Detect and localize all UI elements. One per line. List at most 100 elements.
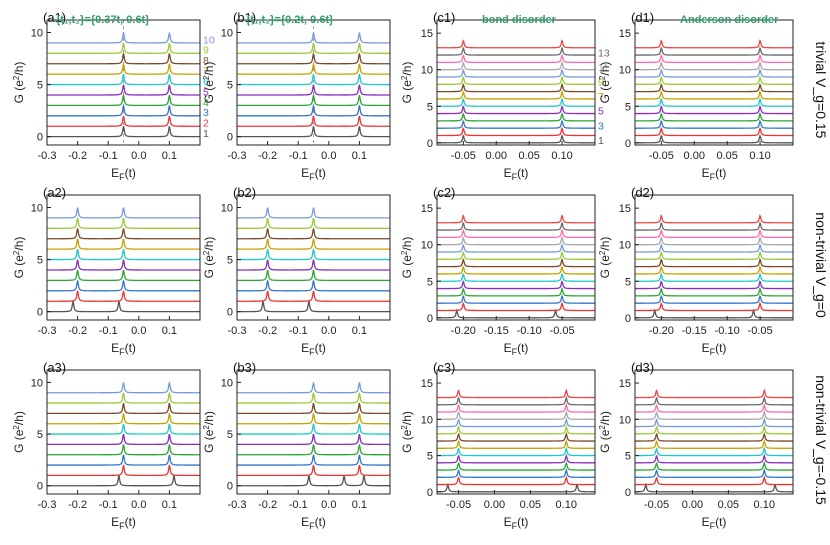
series-a3-6 [47,423,200,435]
xlabel-d2: EF(t) [702,341,727,357]
xtick-label-a3-4: 0.1 [162,499,177,511]
series-d3-5 [635,453,793,464]
xtick-label-c3-3: 0.10 [556,499,577,511]
ylabel-a1: G (e2/h) [12,62,26,104]
series-b2-9 [237,217,390,229]
frame-c3 [436,369,596,495]
curves-d2 [635,214,793,319]
ytick-label-d2-0: 0 [625,313,631,325]
xlabel-a3: EF(t) [111,515,136,531]
series-b3-8 [237,402,390,415]
ytick-label-b1-0: 0 [227,132,233,144]
series-d1-8 [635,83,793,93]
xtick-label-c3-0: -0.05 [446,499,471,511]
panel-b1: -0.3 -0.2 -0.1 0.0 0.1 0 5 10 EF(t) G (e2/h) (b1) [202,10,391,182]
xtick-label-b3-2: -0.1 [289,499,308,511]
series-d2-4 [635,287,793,297]
series-b1-7 [237,63,390,75]
ytick-label-a2-1: 5 [37,255,43,267]
frame-b2 [236,194,391,321]
ytick-label-d3-3: 15 [619,378,631,390]
series-a1-5 [47,84,200,96]
xlabel-b2: EF(t) [301,341,326,357]
series-b1-9 [237,42,390,54]
series-c3-7 [437,439,595,449]
panel-d3: -0.05 0.00 0.05 0.10 0 5 10 15 EF(t) G (e2/h) (d3) [598,360,794,531]
frame-a2 [46,194,201,321]
ytick-label-c1-1: 5 [427,101,433,113]
curve-label-c1-9: 9 [598,77,604,89]
xtick-label-b2-0: -0.3 [228,325,247,337]
series-d2-7 [635,265,793,275]
xlabel-d1: EF(t) [702,166,727,182]
xtick-label-d1-2: 0.05 [716,150,737,162]
ytick-label-c3-2: 10 [421,414,433,426]
xtick-label-d3-2: 0.05 [718,499,739,511]
series-b3-9 [237,392,390,404]
curve-label-a1-5: 5 [203,86,209,98]
panel-label-a2: (a2) [43,185,66,200]
xtick-label-b1-4: 0.1 [352,150,367,162]
series-c1-12 [437,53,595,64]
series-d1-5 [635,105,793,115]
series-b1-5 [237,84,390,96]
series-a2-1 [47,300,200,313]
ytick-label-c2-1: 5 [427,276,433,288]
xtick-label-d3-1: 0.00 [682,499,703,511]
xtick-label-a1-0: -0.3 [38,150,57,162]
panel-label-c3: (c3) [433,360,455,375]
series-a2-9 [47,217,200,229]
series-c1-9 [437,75,595,85]
frame-a1 [46,19,201,146]
series-a2-10 [47,207,200,219]
xtick-label-d3-3: 0.10 [754,499,775,511]
curve-label-c1-7: 7 [598,91,604,103]
ylabel-b1: G (e2/h) [202,62,216,104]
series-d1-4 [635,112,793,122]
series-a3-7 [47,413,200,425]
ytick-label-c2-2: 10 [421,240,433,252]
ytick-label-a1-1: 5 [37,80,43,92]
series-c3-11 [437,410,595,420]
series-d3-11 [635,410,793,420]
xtick-label-b2-4: 0.1 [352,325,367,337]
xtick-label-a2-2: -0.1 [99,325,118,337]
series-c2-6 [437,272,595,282]
series-d2-5 [635,280,793,290]
xtick-label-b2-2: -0.1 [289,325,308,337]
series-d1-3 [635,119,793,129]
series-c2-10 [437,243,595,253]
series-a2-6 [47,249,200,261]
series-d2-10 [635,243,793,253]
series-c1-2 [437,126,595,137]
ytick-label-c1-3: 15 [421,28,433,40]
series-d3-14 [635,388,793,399]
curves-b2 [237,207,390,313]
series-d3-9 [635,424,793,435]
xtick-label-a2-0: -0.3 [38,325,57,337]
row-label-trivial: trivial V_g=0.15 [813,42,829,139]
curve-label-c1-13: 13 [598,47,610,59]
series-c3-10 [437,417,595,428]
xtick-label-b1-3: 0.0 [321,150,336,162]
series-d2-11 [635,236,793,246]
ytick-label-a3-0: 0 [37,481,43,493]
xtick-label-a3-1: -0.2 [68,499,87,511]
xtick-label-a3-0: -0.3 [38,499,57,511]
curve-label-a1-4: 4 [203,97,209,109]
xtick-label-a3-3: 0.0 [131,499,146,511]
series-d1-10 [635,68,793,78]
xtick-label-c1-0: -0.05 [451,150,476,162]
series-d2-12 [635,228,793,239]
frame-d3 [634,369,794,495]
xtick-label-d2-3: -0.05 [748,325,773,337]
series-d3-1 [635,482,793,493]
ytick-label-b3-0: 0 [227,481,233,493]
annotation-c1: bond disorder [482,14,557,26]
ytick-label-d3-0: 0 [625,487,631,499]
series-a2-5 [47,259,200,271]
series-d2-3 [635,294,793,304]
series-d2-6 [635,272,793,282]
xlabel-c2: EF(t) [504,341,529,357]
series-c2-4 [437,287,595,297]
